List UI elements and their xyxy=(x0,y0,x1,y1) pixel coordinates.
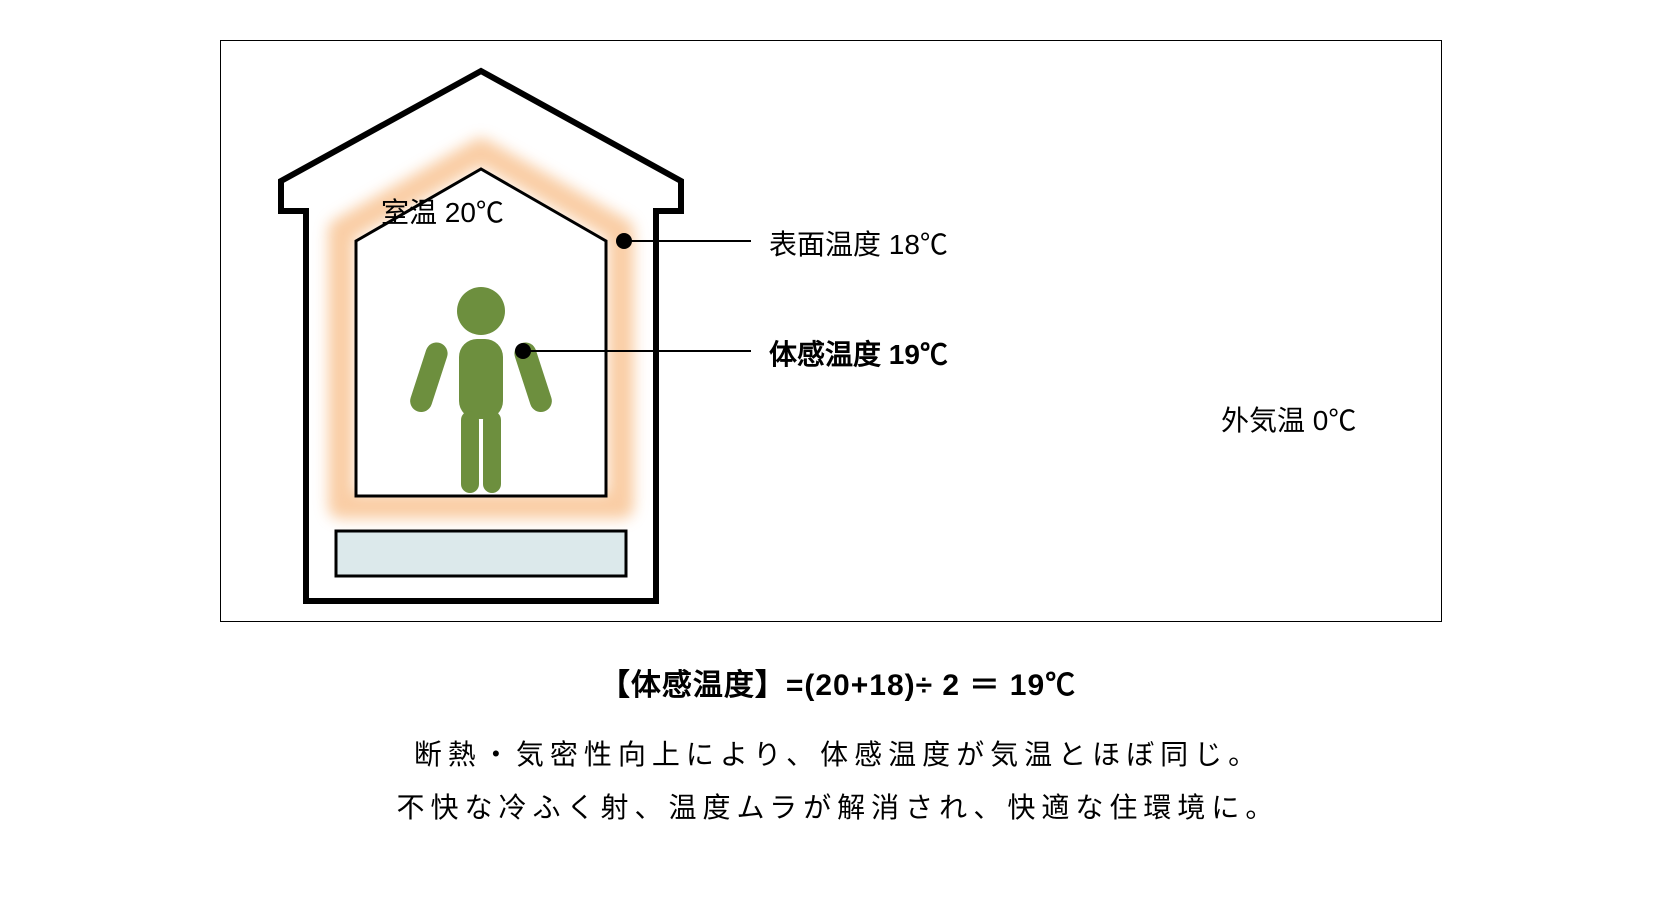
outside-temp-label: 外気温 0℃ xyxy=(1221,399,1356,439)
perceived-temp-label: 体感温度 19℃ xyxy=(769,333,948,373)
caption-line-1: 断熱・気密性向上により、体感温度が気温とほぼ同じ。 xyxy=(0,728,1676,781)
page-root: 室温 20℃ 表面温度 18℃ 体感温度 19℃ 外気温 0℃ 【体感温度】=(… xyxy=(0,0,1676,898)
formula-text: 【体感温度】=(20+18)÷ 2 ＝ 19℃ xyxy=(0,660,1676,704)
surface-temp-label: 表面温度 18℃ xyxy=(769,223,948,263)
perceived-temp-dot xyxy=(515,343,531,359)
perceived-temp-pointer xyxy=(221,41,781,601)
caption-line-2: 不快な冷ふく射、温度ムラが解消され、快適な住環境に。 xyxy=(0,781,1676,834)
caption-area: 【体感温度】=(20+18)÷ 2 ＝ 19℃ 断熱・気密性向上により、体感温度… xyxy=(0,660,1676,834)
diagram-box: 室温 20℃ 表面温度 18℃ 体感温度 19℃ 外気温 0℃ xyxy=(220,40,1442,622)
